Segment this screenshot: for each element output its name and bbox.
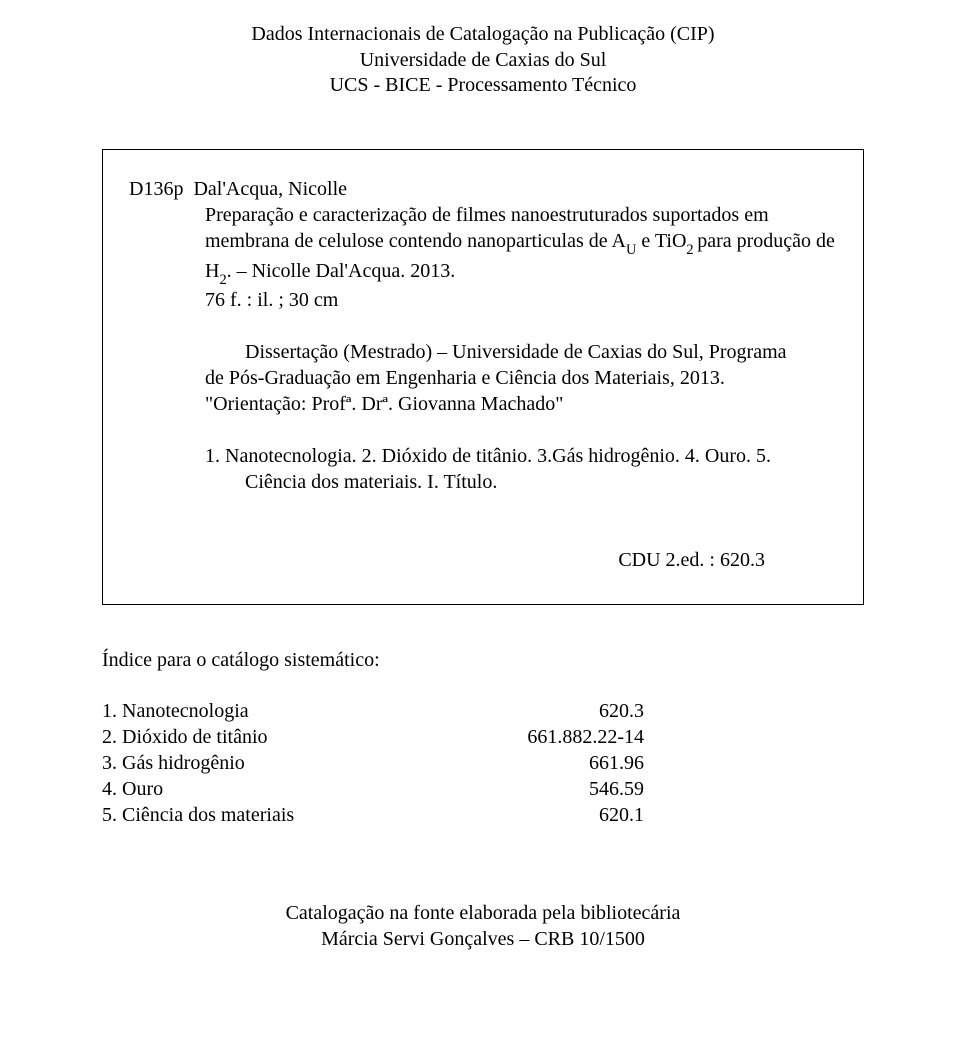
index-code: 620.3 [599, 698, 644, 724]
diss-line-2: de Pós-Graduação em Engenharia e Ciência… [205, 367, 725, 389]
index-row: 2. Dióxido de titânio 661.882.22-14 [102, 724, 644, 750]
catalog-card: D136p Dal'Acqua, Nicolle Preparação e ca… [102, 149, 864, 605]
footer-line-2: Márcia Servi Gonçalves – CRB 10/1500 [102, 926, 864, 952]
entry-author: Dal'Acqua, Nicolle [193, 178, 347, 200]
footer-block: Catalogação na fonte elaborada pela bibl… [102, 900, 864, 952]
index-list: 1. Nanotecnologia 620.3 2. Dióxido de ti… [102, 698, 864, 828]
entry-sub-2b: 2 [219, 272, 226, 288]
entry-code: D136p [129, 178, 183, 200]
dissertation-block: Dissertação (Mestrado) – Universidade de… [129, 339, 837, 417]
index-label: 3. Gás hidrogênio [102, 750, 245, 776]
index-label: 1. Nanotecnologia [102, 698, 249, 724]
index-label: 2. Dióxido de titânio [102, 724, 268, 750]
header-line-1: Dados Internacionais de Catalogação na P… [102, 22, 864, 48]
diss-line-1: Dissertação (Mestrado) – Universidade de… [205, 339, 837, 365]
header-line-3: UCS - BICE - Processamento Técnico [102, 73, 864, 99]
subjects-block: 1. Nanotecnologia. 2. Dióxido de titânio… [129, 443, 837, 495]
entry-sub-u: U [626, 242, 636, 258]
index-row: 5. Ciência dos materiais 620.1 [102, 802, 644, 828]
entry-sub-2a: 2 [686, 242, 697, 258]
entry-text-tail: . – Nicolle Dal'Acqua. 2013. [227, 260, 456, 282]
cdu-line: CDU 2.ed. : 620.3 [129, 549, 837, 572]
catalog-entry: D136p Dal'Acqua, Nicolle Preparação e ca… [129, 176, 837, 313]
index-code: 546.59 [589, 776, 644, 802]
index-row: 3. Gás hidrogênio 661.96 [102, 750, 644, 776]
diss-line-3: "Orientação: Profª. Drª. Giovanna Machad… [205, 393, 563, 415]
header-block: Dados Internacionais de Catalogação na P… [102, 22, 864, 99]
subjects-text: 1. Nanotecnologia. 2. Dióxido de titânio… [205, 445, 771, 493]
index-label: 4. Ouro [102, 776, 163, 802]
index-label: 5. Ciência dos materiais [102, 802, 294, 828]
footer-line-1: Catalogação na fonte elaborada pela bibl… [102, 900, 864, 926]
index-code: 620.1 [599, 802, 644, 828]
index-row: 4. Ouro 546.59 [102, 776, 644, 802]
entry-pages: 76 f. : il. ; 30 cm [205, 289, 338, 311]
index-code: 661.96 [589, 750, 644, 776]
index-title: Índice para o catálogo sistemático: [102, 649, 864, 672]
entry-text-mid: e TiO [636, 230, 686, 252]
index-code: 661.882.22-14 [527, 724, 644, 750]
index-row: 1. Nanotecnologia 620.3 [102, 698, 644, 724]
header-line-2: Universidade de Caxias do Sul [102, 48, 864, 74]
